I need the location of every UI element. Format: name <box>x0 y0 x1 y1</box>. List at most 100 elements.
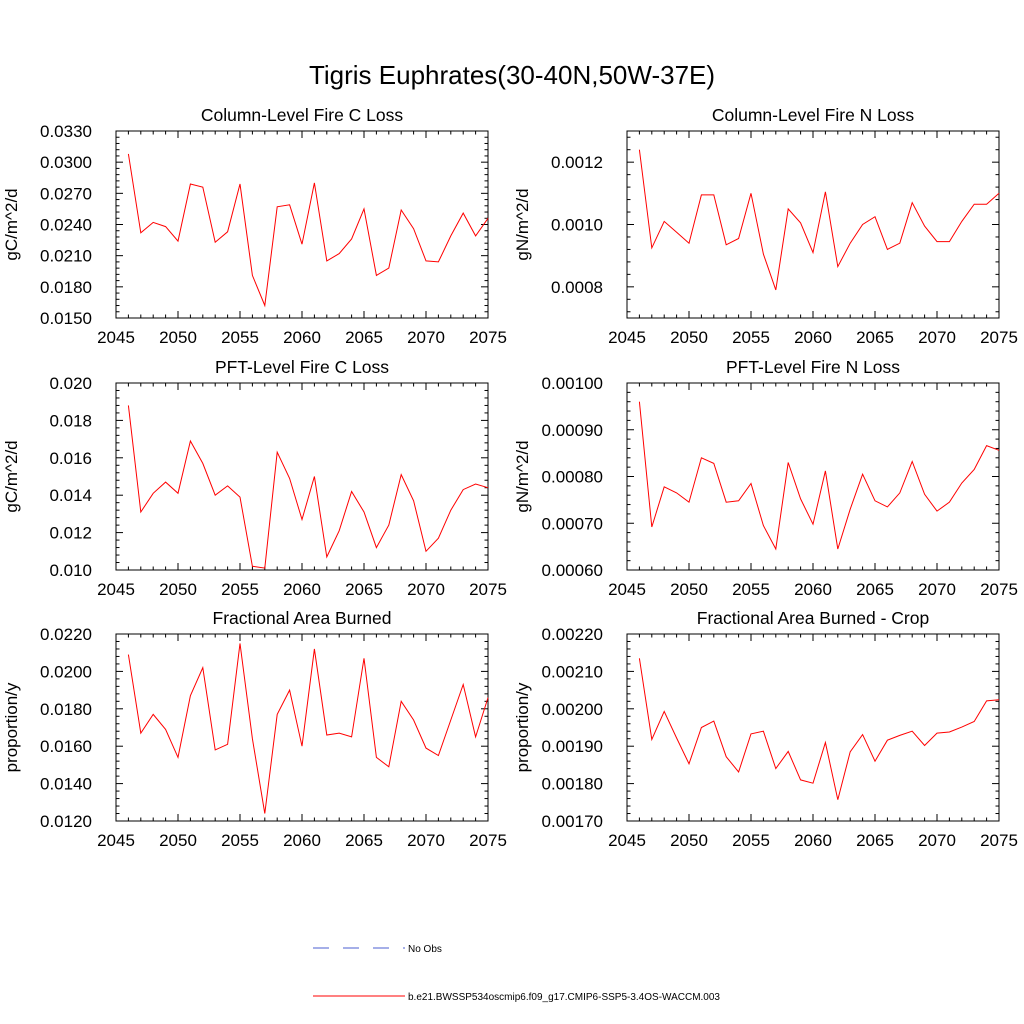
y-axis-label: proportion/y <box>2 682 21 772</box>
x-tick-label: 2050 <box>159 328 197 347</box>
x-tick-label: 2050 <box>159 831 197 850</box>
x-tick-label: 2075 <box>980 328 1018 347</box>
x-tick-label: 2045 <box>97 328 135 347</box>
series-line <box>127 643 489 814</box>
figure-title: Tigris Euphrates(30-40N,50W-37E) <box>309 60 715 90</box>
y-tick-label: 0.014 <box>49 486 92 505</box>
x-tick-label: 2070 <box>918 831 956 850</box>
x-tick-label: 2075 <box>980 580 1018 599</box>
panel-title: Column-Level Fire N Loss <box>712 105 915 125</box>
x-tick-label: 2070 <box>407 831 445 850</box>
y-tick-label: 0.0120 <box>40 812 92 831</box>
x-tick-label: 2045 <box>97 580 135 599</box>
x-tick-label: 2070 <box>918 328 956 347</box>
x-tick-label: 2070 <box>407 328 445 347</box>
x-tick-label: 2070 <box>407 580 445 599</box>
y-tick-label: 0.012 <box>49 524 92 543</box>
x-tick-label: 2075 <box>469 831 507 850</box>
y-tick-label: 0.0008 <box>551 278 603 297</box>
x-tick-label: 2045 <box>608 328 646 347</box>
y-tick-label: 0.00100 <box>542 374 603 393</box>
plot-frame <box>115 633 489 822</box>
y-axis-label: gC/m^2/d <box>2 188 21 260</box>
y-tick-label: 0.0180 <box>40 278 92 297</box>
y-axis-label: gN/m^2/d <box>513 188 532 260</box>
y-tick-label: 0.020 <box>49 374 92 393</box>
panel-6: Fractional Area Burned - Crop proportion/… <box>513 608 1018 850</box>
y-tick-label: 0.0330 <box>40 122 92 141</box>
x-tick-label: 2065 <box>345 328 383 347</box>
y-tick-label: 0.00220 <box>542 625 603 644</box>
legend: No Obs b.e21.BWSSP534oscmip6.f09_g17.CMI… <box>313 944 720 1003</box>
x-tick-label: 2050 <box>670 580 708 599</box>
y-tick-label: 0.0140 <box>40 775 92 794</box>
plot-frame <box>626 130 1000 319</box>
y-tick-label: 0.00180 <box>542 775 603 794</box>
series-line <box>127 405 489 569</box>
x-tick-label: 2065 <box>345 831 383 850</box>
legend-no-obs-label: No Obs <box>408 944 442 955</box>
plot-frame <box>115 130 489 319</box>
y-axis-label: proportion/y <box>513 682 532 772</box>
x-tick-label: 2055 <box>732 328 770 347</box>
y-tick-label: 0.00060 <box>542 561 603 580</box>
y-tick-label: 0.00090 <box>542 421 603 440</box>
panel-title: Column-Level Fire C Loss <box>201 105 404 125</box>
series-line <box>638 401 1000 551</box>
panel-1: Column-Level Fire C Loss gC/m^2/d 2045 2050… <box>2 105 507 347</box>
y-tick-label: 0.010 <box>49 561 92 580</box>
panel-2: Column-Level Fire N Loss gN/m^2/d 2045 2050… <box>513 105 1018 347</box>
x-tick-label: 2050 <box>670 831 708 850</box>
y-tick-label: 0.0150 <box>40 309 92 328</box>
y-tick-label: 0.0160 <box>40 737 92 756</box>
x-tick-label: 2065 <box>856 580 894 599</box>
x-tick-label: 2060 <box>283 328 321 347</box>
plot-frame <box>626 382 1000 571</box>
x-tick-label: 2060 <box>794 831 832 850</box>
y-tick-label: 0.00070 <box>542 514 603 533</box>
x-tick-label: 2065 <box>856 328 894 347</box>
y-tick-label: 0.0180 <box>40 700 92 719</box>
x-tick-label: 2055 <box>221 831 259 850</box>
series-line <box>638 658 1000 800</box>
y-tick-label: 0.00200 <box>542 700 603 719</box>
y-tick-label: 0.0300 <box>40 153 92 172</box>
panel-title: Fractional Area Burned - Crop <box>697 608 929 628</box>
x-tick-label: 2070 <box>918 580 956 599</box>
y-tick-label: 0.00080 <box>542 468 603 487</box>
panel-3: PFT-Level Fire C Loss gC/m^2/d 2045 2050 205… <box>2 357 507 599</box>
x-tick-label: 2065 <box>345 580 383 599</box>
x-tick-label: 2045 <box>97 831 135 850</box>
y-tick-label: 0.016 <box>49 449 92 468</box>
y-tick-label: 0.0012 <box>551 153 603 172</box>
panel-title: Fractional Area Burned <box>213 608 392 628</box>
x-tick-label: 2060 <box>794 328 832 347</box>
x-tick-label: 2050 <box>670 328 708 347</box>
y-tick-label: 0.0240 <box>40 216 92 235</box>
x-tick-label: 2050 <box>159 580 197 599</box>
y-tick-label: 0.018 <box>49 411 92 430</box>
x-tick-label: 2060 <box>794 580 832 599</box>
series-line <box>638 149 1000 291</box>
x-tick-label: 2075 <box>469 580 507 599</box>
y-tick-label: 0.00210 <box>542 662 603 681</box>
x-tick-label: 2055 <box>732 580 770 599</box>
y-tick-label: 0.00170 <box>542 812 603 831</box>
x-tick-label: 2075 <box>980 831 1018 850</box>
x-tick-label: 2065 <box>856 831 894 850</box>
x-tick-label: 2055 <box>732 831 770 850</box>
x-tick-label: 2060 <box>283 831 321 850</box>
plot-frame <box>115 382 489 571</box>
x-tick-label: 2075 <box>469 328 507 347</box>
y-axis-label: gN/m^2/d <box>513 440 532 512</box>
x-tick-label: 2055 <box>221 580 259 599</box>
panel-5: Fractional Area Burned proportion/y 2045 20… <box>2 608 507 850</box>
plot-frame <box>626 633 1000 822</box>
panel-4: PFT-Level Fire N Loss gN/m^2/d 2045 2050 205… <box>513 357 1018 599</box>
panel-title: PFT-Level Fire N Loss <box>726 357 900 377</box>
y-tick-label: 0.0270 <box>40 184 92 203</box>
legend-model-label: b.e21.BWSSP534oscmip6.f09_g17.CMIP6-SSP5… <box>408 992 720 1003</box>
y-tick-label: 0.0220 <box>40 625 92 644</box>
y-tick-label: 0.0210 <box>40 247 92 266</box>
